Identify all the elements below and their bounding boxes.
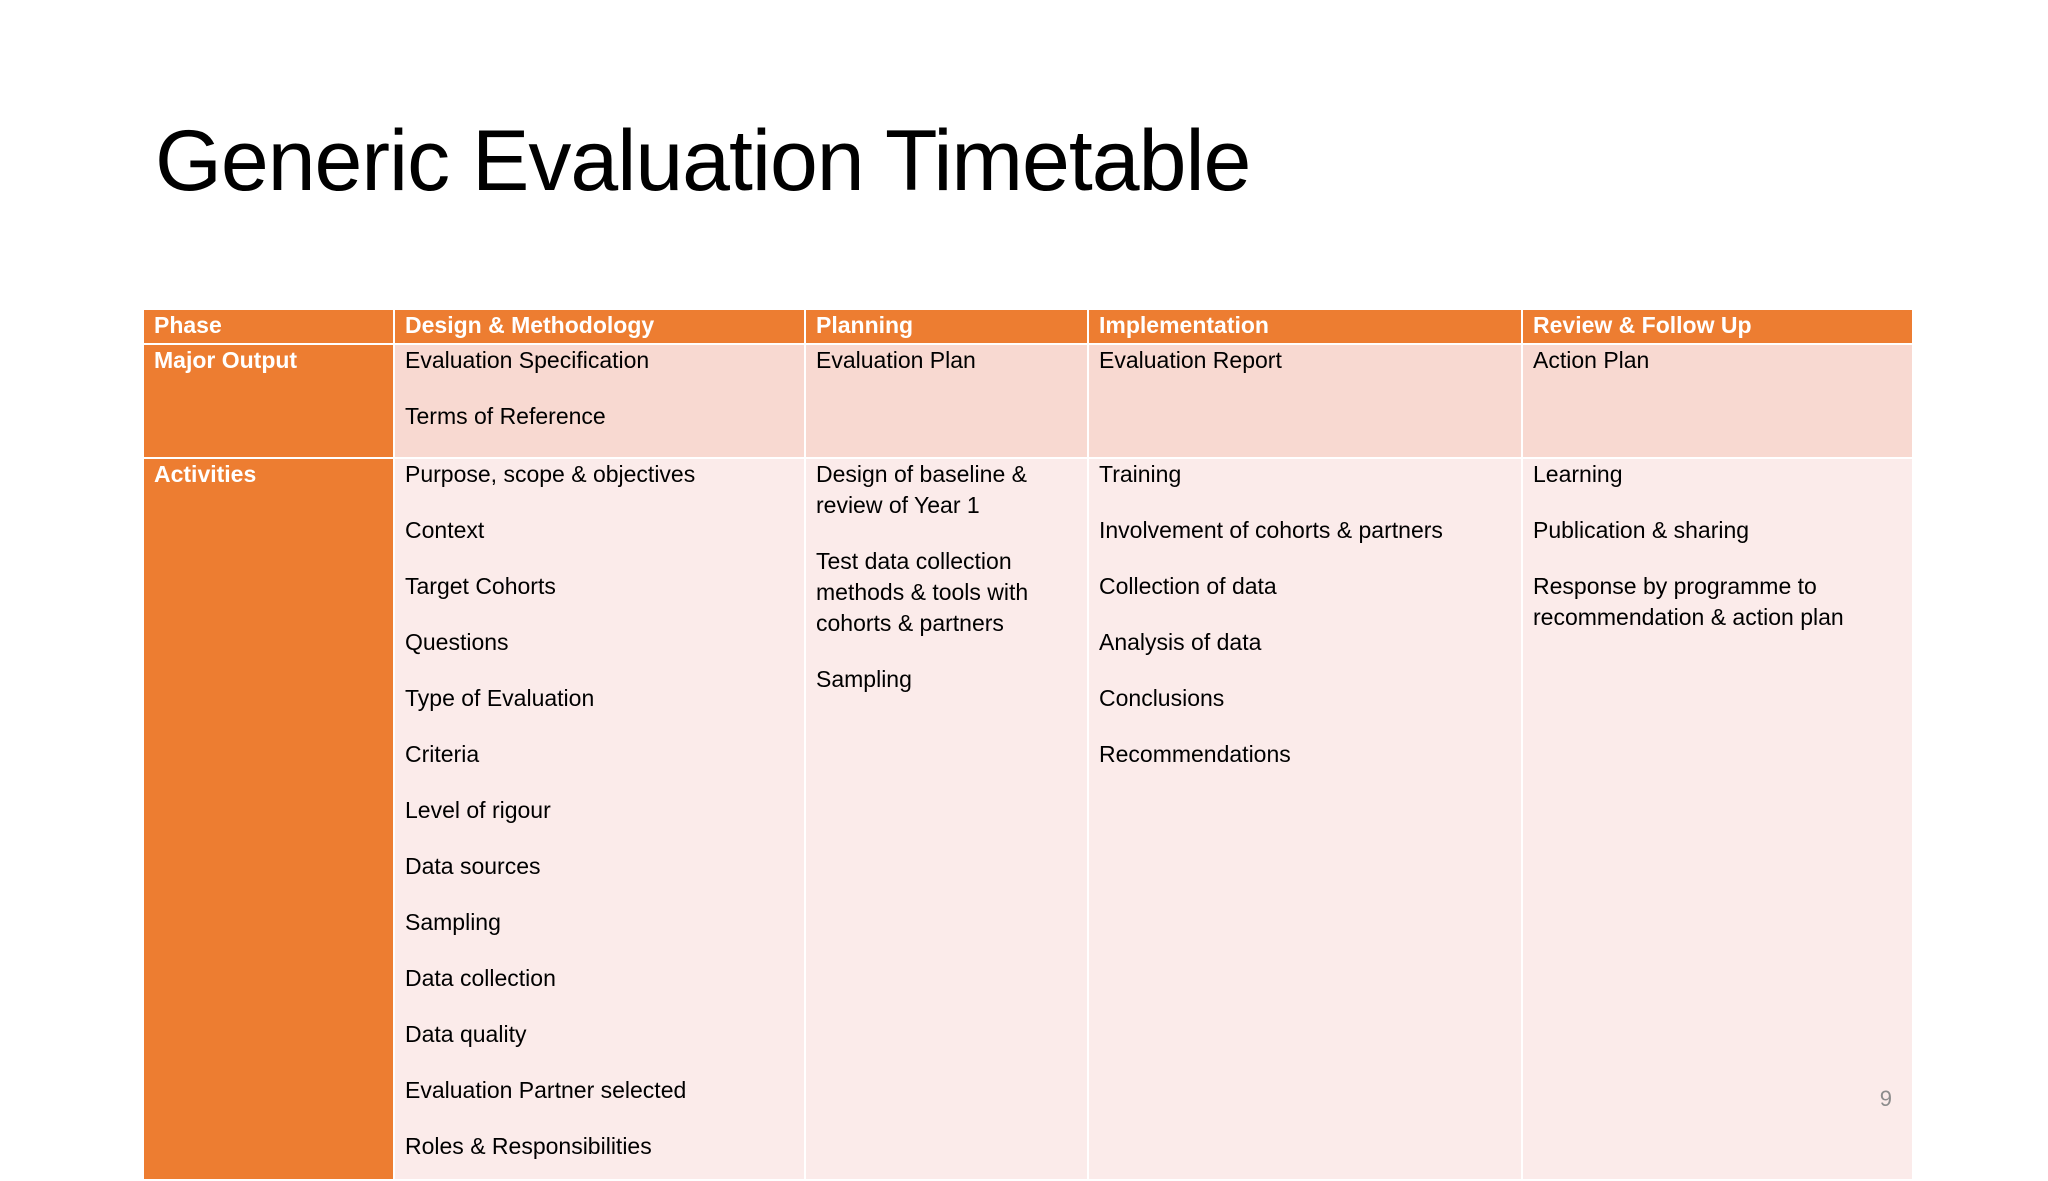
list-item: Sampling <box>405 909 501 935</box>
header-row: Phase Design & Methodology Planning Impl… <box>142 308 1914 345</box>
table-body: Major Output Evaluation Specification Te… <box>142 343 1914 1181</box>
list-item: Context <box>405 517 485 543</box>
cell-list: Evaluation Specification Terms of Refere… <box>405 345 794 432</box>
list-item: Evaluation Specification <box>405 347 650 373</box>
output-planning: Evaluation Plan <box>804 343 1089 459</box>
list-item: Type of Evaluation <box>405 685 595 711</box>
list-item: Learning <box>1533 461 1623 487</box>
list-item: Conclusions <box>1099 685 1225 711</box>
cell-list: Purpose, scope & objectives Context Targ… <box>405 459 794 1162</box>
list-item: Evaluation Plan <box>816 347 976 373</box>
list-item: Roles & Responsibilities <box>405 1133 652 1159</box>
header-design-methodology: Design & Methodology <box>393 308 806 345</box>
output-design-methodology: Evaluation Specification Terms of Refere… <box>393 343 806 459</box>
activities-design-methodology: Purpose, scope & objectives Context Targ… <box>393 457 806 1181</box>
list-item: Data sources <box>405 853 541 879</box>
row-label-activities: Activities <box>142 457 395 1181</box>
evaluation-timetable: Phase Design & Methodology Planning Impl… <box>142 308 1914 1181</box>
list-item: Recommendations <box>1099 741 1291 767</box>
cell-list: Design of baseline & review of Year 1 Te… <box>816 459 1077 695</box>
output-review-follow-up: Action Plan <box>1521 343 1914 459</box>
header-implementation: Implementation <box>1087 308 1523 345</box>
list-item: Sampling <box>816 666 912 692</box>
cell-list: Evaluation Report <box>1099 345 1511 376</box>
cell-list: Evaluation Plan <box>816 345 1077 376</box>
list-item: Criteria <box>405 741 480 767</box>
cell-list: Training Involvement of cohorts & partne… <box>1099 459 1511 770</box>
list-item: Purpose, scope & objectives <box>405 461 696 487</box>
activities-review-follow-up: Learning Publication & sharing Response … <box>1521 457 1914 1181</box>
major-output-row: Major Output Evaluation Specification Te… <box>142 343 1914 459</box>
activities-row: Activities Purpose, scope & objectives C… <box>142 457 1914 1181</box>
list-item: Level of rigour <box>405 797 551 823</box>
list-item: Design of baseline & review of Year 1 <box>816 461 1027 518</box>
activities-implementation: Training Involvement of cohorts & partne… <box>1087 457 1523 1181</box>
header-planning: Planning <box>804 308 1089 345</box>
list-item: Involvement of cohorts & partners <box>1099 517 1443 543</box>
table-header: Phase Design & Methodology Planning Impl… <box>142 308 1914 345</box>
header-review-follow-up: Review & Follow Up <box>1521 308 1914 345</box>
list-item: Questions <box>405 629 509 655</box>
header-phase: Phase <box>142 308 395 345</box>
list-item: Analysis of data <box>1099 629 1262 655</box>
slide-title: Generic Evaluation Timetable <box>155 113 1251 209</box>
page-number: 9 <box>1879 1086 1892 1111</box>
list-item: Data collection <box>405 965 556 991</box>
list-item: Evaluation Report <box>1099 347 1282 373</box>
cell-list: Learning Publication & sharing Response … <box>1533 459 1902 633</box>
list-item: Action Plan <box>1533 347 1650 373</box>
activities-planning: Design of baseline & review of Year 1 Te… <box>804 457 1089 1181</box>
list-item: Target Cohorts <box>405 573 556 599</box>
list-item: Terms of Reference <box>405 403 606 429</box>
row-label-major-output: Major Output <box>142 343 395 459</box>
list-item: Collection of data <box>1099 573 1277 599</box>
list-item: Test data collection methods & tools wit… <box>816 548 1029 636</box>
cell-list: Action Plan <box>1533 345 1902 376</box>
list-item: Data quality <box>405 1021 527 1047</box>
list-item: Response by programme to recommendation … <box>1533 573 1844 630</box>
list-item: Publication & sharing <box>1533 517 1750 543</box>
list-item: Training <box>1099 461 1182 487</box>
output-implementation: Evaluation Report <box>1087 343 1523 459</box>
list-item: Evaluation Partner selected <box>405 1077 687 1103</box>
